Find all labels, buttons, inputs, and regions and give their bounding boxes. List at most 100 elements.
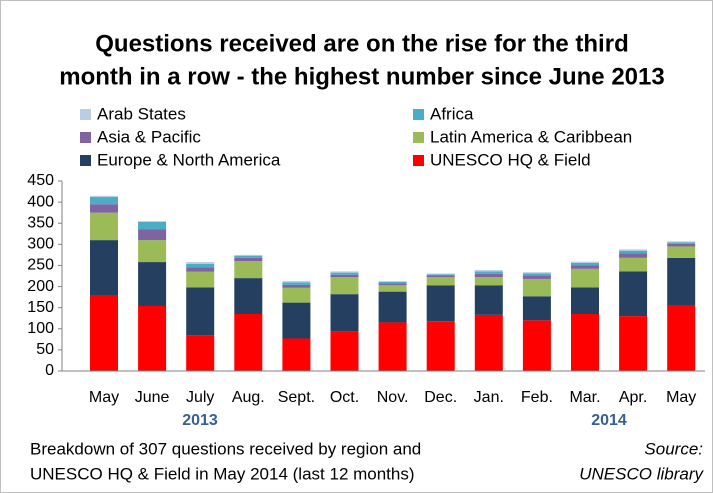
legend-swatch: [80, 155, 91, 166]
y-tick-label: 250: [27, 257, 54, 274]
bar-segment: [378, 281, 407, 282]
x-tick-label: Sept.: [278, 389, 315, 406]
chart-title: month in a row - the highest number sinc…: [59, 63, 664, 90]
x-tick-label: Feb.: [521, 389, 553, 406]
bar-segment: [282, 281, 311, 283]
bar-segment: [667, 241, 696, 243]
bar-segment: [426, 273, 455, 275]
legend-label: Europe & North America: [97, 150, 281, 169]
legend-swatch: [80, 109, 91, 120]
bar-segment: [426, 274, 455, 276]
bar-segment: [474, 270, 503, 272]
bar-segment: [234, 261, 263, 279]
x-tick-label: June: [135, 389, 170, 406]
x-tick-label: Oct.: [330, 389, 359, 406]
bar-segment: [186, 263, 215, 268]
bar-segment: [474, 285, 503, 315]
bar-segment: [90, 204, 118, 213]
legend-label: Latin America & Caribbean: [430, 127, 632, 146]
bar-segment: [330, 272, 359, 275]
year-label: 2013: [182, 412, 218, 429]
bar-segment: [667, 246, 696, 258]
source: Source:: [644, 439, 703, 458]
x-tick-label: Jan.: [474, 389, 504, 406]
legend-label: UNESCO HQ & Field: [430, 150, 591, 169]
bar-segment: [522, 296, 551, 321]
bar-segment: [186, 287, 215, 336]
bar-segment: [330, 274, 359, 278]
bar-segment: [234, 278, 263, 314]
y-tick-label: 300: [27, 236, 54, 253]
legend-swatch: [413, 132, 424, 143]
bar-segment: [138, 240, 167, 263]
bar-segment: [330, 277, 359, 295]
bar-segment: [619, 316, 648, 371]
y-tick-label: 350: [27, 214, 54, 231]
bar-segment: [667, 257, 696, 306]
x-tick-label: Nov.: [377, 389, 409, 406]
bar-segment: [138, 229, 167, 241]
bar-segment: [522, 272, 551, 274]
bar-segment: [90, 195, 118, 198]
bar-segment: [667, 305, 696, 371]
bar-segment: [378, 285, 407, 292]
bar-segment: [378, 291, 407, 323]
x-tick-label: Apr.: [619, 389, 647, 406]
bar-segment: [522, 275, 551, 279]
bar-segment: [186, 271, 215, 288]
y-tick-label: 400: [27, 193, 54, 210]
bar-segment: [619, 250, 648, 254]
bar-segment: [571, 265, 599, 269]
bar-segment: [138, 221, 167, 230]
bar-segment: [234, 314, 263, 371]
bar-segment: [619, 271, 648, 317]
bar-segment: [90, 295, 118, 371]
bar-segment: [426, 285, 455, 322]
bar-segment: [426, 275, 455, 278]
x-tick-label: Mar.: [569, 389, 600, 406]
bar-segment: [571, 261, 599, 263]
bar-segment: [571, 268, 599, 288]
chart-title: Questions received are on the rise for t…: [95, 30, 628, 57]
bar-segment: [474, 271, 503, 274]
bar-segment: [571, 262, 599, 266]
bar-segment: [138, 262, 167, 306]
legend-swatch: [80, 132, 91, 143]
year-label: 2014: [591, 412, 627, 429]
bar-segment: [234, 254, 263, 256]
bar-segment: [138, 221, 167, 222]
legend-label: Arab States: [97, 104, 186, 123]
bar-segment: [282, 282, 311, 285]
bar-segment: [90, 212, 118, 241]
note: UNESCO HQ & Field in May 2014 (last 12 m…: [30, 464, 415, 483]
bar-segment: [282, 284, 311, 288]
bar-segment: [619, 249, 648, 251]
y-tick-label: 200: [27, 278, 54, 295]
bar-segment: [90, 197, 118, 205]
y-tick-label: 150: [27, 299, 54, 316]
bar-segment: [378, 283, 407, 286]
bar-segment: [282, 287, 311, 303]
bar-segment: [138, 305, 167, 371]
bar-segment: [234, 257, 263, 262]
bar-segment: [571, 287, 599, 314]
bar-segment: [378, 281, 407, 284]
y-tick-label: 0: [45, 362, 54, 379]
x-tick-label: May: [89, 389, 119, 406]
legend-label: Asia & Pacific: [97, 127, 201, 146]
x-tick-label: July: [186, 389, 214, 406]
note: Breakdown of 307 questions received by r…: [30, 439, 421, 458]
bar-segment: [90, 240, 118, 295]
bar-segment: [667, 243, 696, 247]
bar-segment: [619, 257, 648, 272]
bar-segment: [474, 273, 503, 278]
x-tick-label: Dec.: [424, 389, 457, 406]
bar-segment: [426, 321, 455, 371]
bar-segment: [571, 314, 599, 371]
bar-segment: [522, 278, 551, 297]
bar-segment: [667, 242, 696, 244]
bar-segment: [186, 335, 215, 371]
y-tick-label: 100: [27, 320, 54, 337]
